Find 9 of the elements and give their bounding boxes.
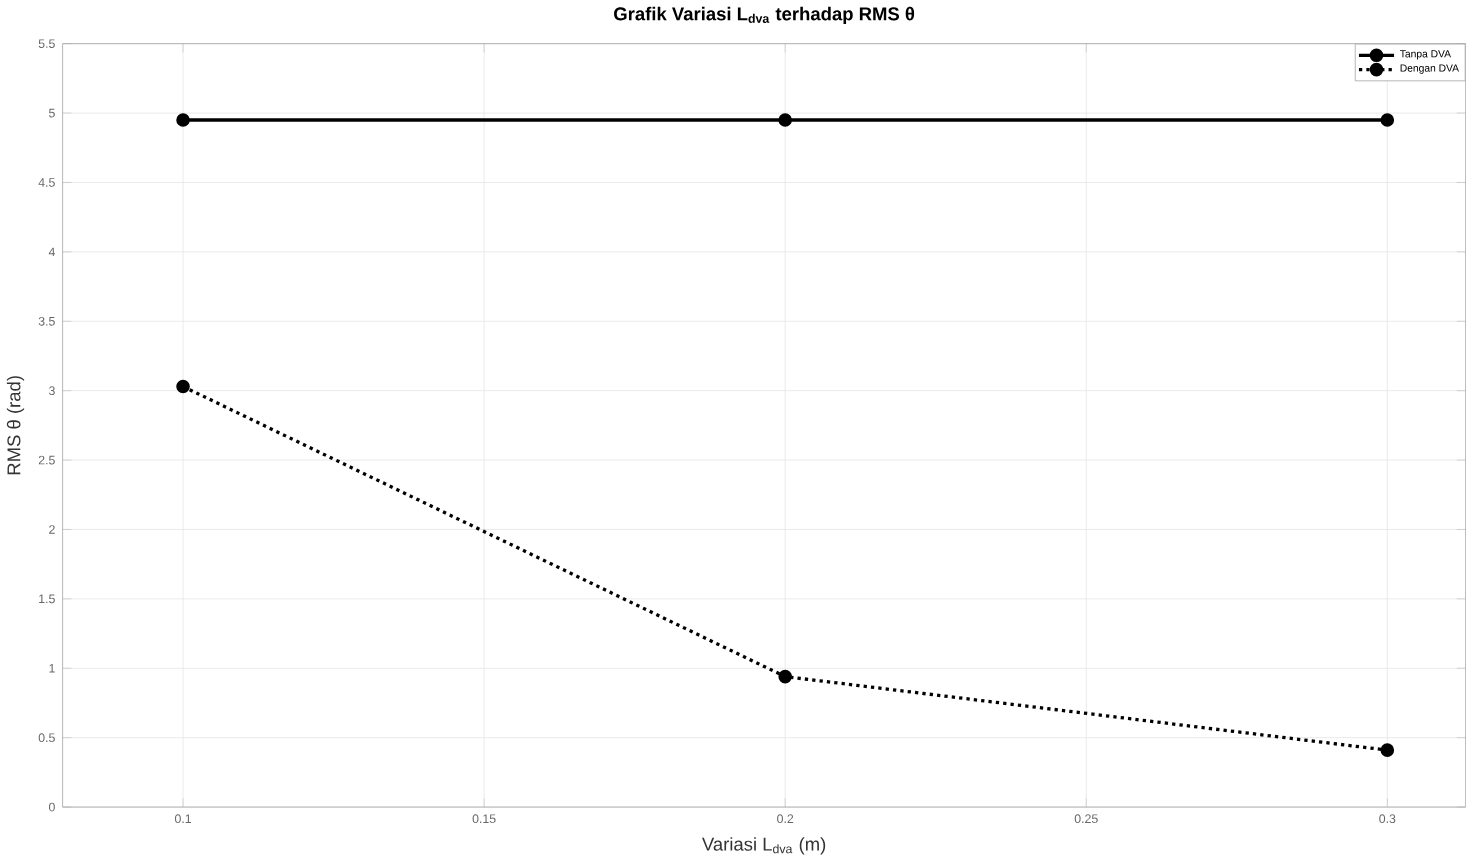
- point: [176, 380, 190, 394]
- point: [1380, 743, 1395, 758]
- point: [1380, 113, 1395, 128]
- point: [176, 113, 190, 128]
- point: [778, 670, 792, 684]
- x-axis-title: Variasi L$_{dva}$ (m): [702, 837, 826, 855]
- y-axis-title: RMS θ (rad): [6, 376, 25, 475]
- point: [778, 113, 792, 128]
- chart-title: Grafik Variasi L$_{dva}$ terhadap RMS θ: [614, 7, 915, 25]
